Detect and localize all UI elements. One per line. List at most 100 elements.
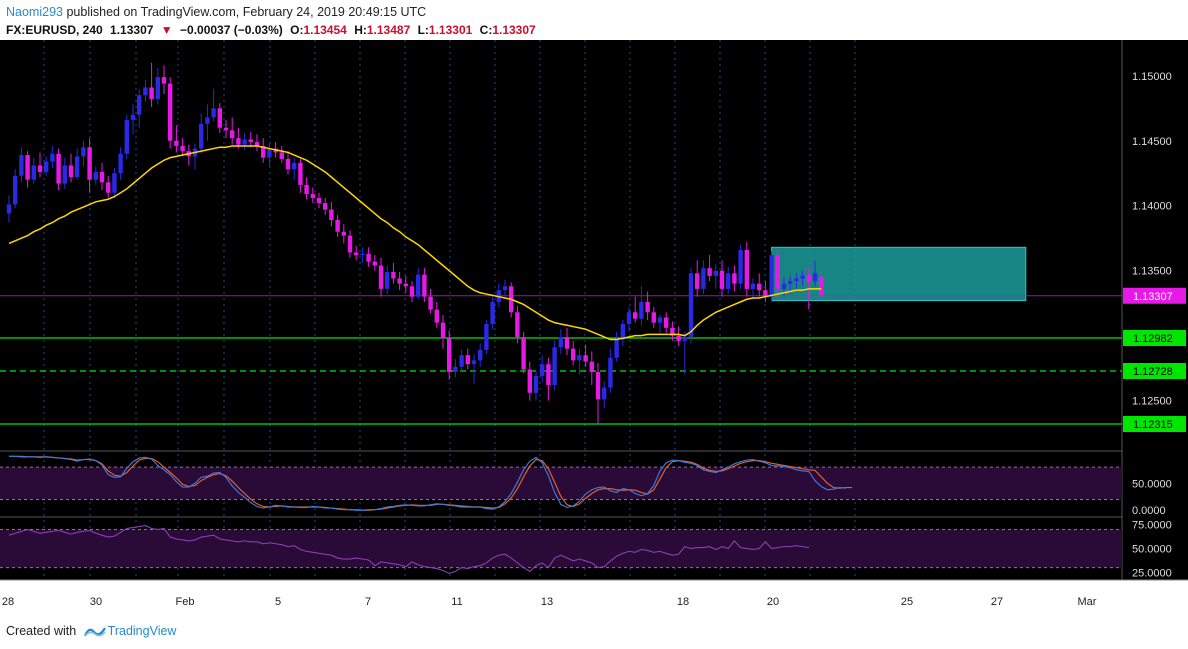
bear-candle bbox=[664, 317, 669, 328]
bear-candle bbox=[447, 338, 452, 373]
bull-candle bbox=[602, 387, 607, 400]
bear-candle bbox=[757, 283, 762, 291]
price-chart[interactable]: 2830Feb57111318202527Mar1.125001.130001.… bbox=[0, 40, 1188, 612]
bull-candle bbox=[769, 255, 774, 297]
bear-candle bbox=[465, 355, 470, 365]
bear-candle bbox=[372, 261, 377, 266]
bull-candle bbox=[614, 339, 619, 358]
time-tick-label: Mar bbox=[1078, 596, 1097, 608]
time-tick-label: 7 bbox=[365, 596, 371, 608]
bear-candle bbox=[819, 277, 824, 296]
bull-candle bbox=[608, 357, 613, 388]
tradingview-brand-link[interactable]: TradingView bbox=[107, 624, 177, 638]
bull-candle bbox=[19, 155, 24, 176]
author-name[interactable]: Naomi293 bbox=[6, 5, 63, 19]
bear-candle bbox=[633, 312, 638, 319]
bear-candle bbox=[732, 273, 737, 284]
bear-candle bbox=[378, 265, 384, 289]
time-tick-label: 25 bbox=[901, 596, 913, 608]
level-price-label: 1.12728 bbox=[1133, 366, 1173, 378]
bear-candle bbox=[651, 312, 656, 323]
close-label: C: bbox=[479, 23, 493, 37]
bull-candle bbox=[471, 360, 477, 365]
bull-candle bbox=[453, 366, 458, 373]
bear-candle bbox=[149, 87, 154, 100]
level-price-label: 1.12315 bbox=[1133, 419, 1173, 431]
bear-candle bbox=[223, 127, 229, 131]
rsi-axis-label: 50.0000 bbox=[1132, 544, 1172, 556]
price-change: −0.00037 (−0.03%) bbox=[180, 23, 283, 37]
bull-candle bbox=[31, 165, 36, 180]
bull-candle bbox=[701, 268, 706, 289]
bull-candle bbox=[416, 274, 421, 297]
bear-candle bbox=[366, 253, 371, 262]
bull-candle bbox=[738, 249, 743, 284]
price-axis-background bbox=[1122, 40, 1188, 612]
open-value: 1.13454 bbox=[303, 23, 347, 37]
time-tick-label: 11 bbox=[451, 596, 462, 608]
bull-candle bbox=[484, 323, 489, 350]
bull-candle bbox=[385, 271, 390, 289]
symbol-label: FX:EURUSD, 240 bbox=[6, 23, 103, 37]
time-tick-label: 28 bbox=[2, 596, 14, 608]
bear-candle bbox=[341, 231, 346, 236]
bear-candle bbox=[285, 158, 291, 170]
bull-candle bbox=[682, 336, 687, 341]
range-rectangle bbox=[771, 246, 1027, 302]
stochastic-axis-label: 0.0000 bbox=[1132, 505, 1166, 517]
bear-candle bbox=[775, 255, 780, 289]
bull-candle bbox=[211, 108, 216, 118]
bear-candle bbox=[428, 296, 433, 310]
bull-candle bbox=[639, 301, 644, 319]
bull-candle bbox=[812, 273, 818, 282]
time-tick-label: 18 bbox=[677, 596, 689, 608]
time-tick-label: 13 bbox=[541, 596, 553, 608]
bear-candle bbox=[515, 312, 520, 337]
bull-candle bbox=[118, 153, 123, 174]
bull-candle bbox=[626, 312, 632, 324]
stochastic-band bbox=[0, 467, 1122, 500]
bear-candle bbox=[106, 182, 111, 193]
low-label: L: bbox=[417, 23, 429, 37]
bull-candle bbox=[800, 275, 805, 279]
bear-candle bbox=[323, 203, 328, 210]
bear-candle bbox=[316, 197, 322, 204]
open-label: O: bbox=[290, 23, 304, 37]
rsi-line bbox=[8, 525, 809, 574]
level-price-tag bbox=[1123, 362, 1186, 379]
bear-candle bbox=[248, 139, 253, 143]
time-tick-label: 5 bbox=[275, 596, 281, 608]
bear-candle bbox=[521, 336, 526, 370]
bull-candle bbox=[558, 336, 563, 348]
bear-candle bbox=[298, 162, 303, 185]
symbol-info-bar: FX:EURUSD, 240 1.13307 ▼ −0.00037 (−0.03… bbox=[6, 23, 540, 37]
bear-candle bbox=[719, 270, 725, 289]
bear-candle bbox=[434, 309, 439, 323]
time-tick-label: 27 bbox=[991, 596, 1003, 608]
bear-candle bbox=[806, 275, 811, 282]
publication-info: Naomi293 published on TradingView.com, F… bbox=[6, 5, 426, 19]
bear-candle bbox=[254, 142, 260, 146]
bull-candle bbox=[143, 87, 148, 96]
bear-candle bbox=[279, 152, 284, 159]
bull-candle bbox=[44, 161, 49, 172]
last-price-label: 1.13307 bbox=[1133, 291, 1173, 303]
bear-candle bbox=[409, 286, 415, 297]
created-with-text: Created with bbox=[6, 624, 77, 638]
bear-candle bbox=[25, 155, 30, 180]
bear-candle bbox=[68, 165, 74, 178]
last-price: 1.13307 bbox=[110, 23, 154, 37]
bear-candle bbox=[329, 209, 334, 221]
rsi-axis-label: 75.0000 bbox=[1132, 520, 1172, 532]
time-tick-label: Feb bbox=[176, 596, 195, 608]
level-price-label: 1.12982 bbox=[1133, 333, 1173, 345]
close-value: 1.13307 bbox=[492, 23, 536, 37]
bull-candle bbox=[124, 119, 129, 154]
rsi-axis-label: 25.0000 bbox=[1132, 567, 1172, 579]
bear-candle bbox=[174, 140, 179, 146]
bull-candle bbox=[267, 148, 272, 158]
bull-candle bbox=[726, 273, 731, 289]
time-axis-background bbox=[0, 580, 1188, 612]
bull-candle bbox=[360, 253, 365, 256]
bear-candle bbox=[304, 184, 309, 195]
